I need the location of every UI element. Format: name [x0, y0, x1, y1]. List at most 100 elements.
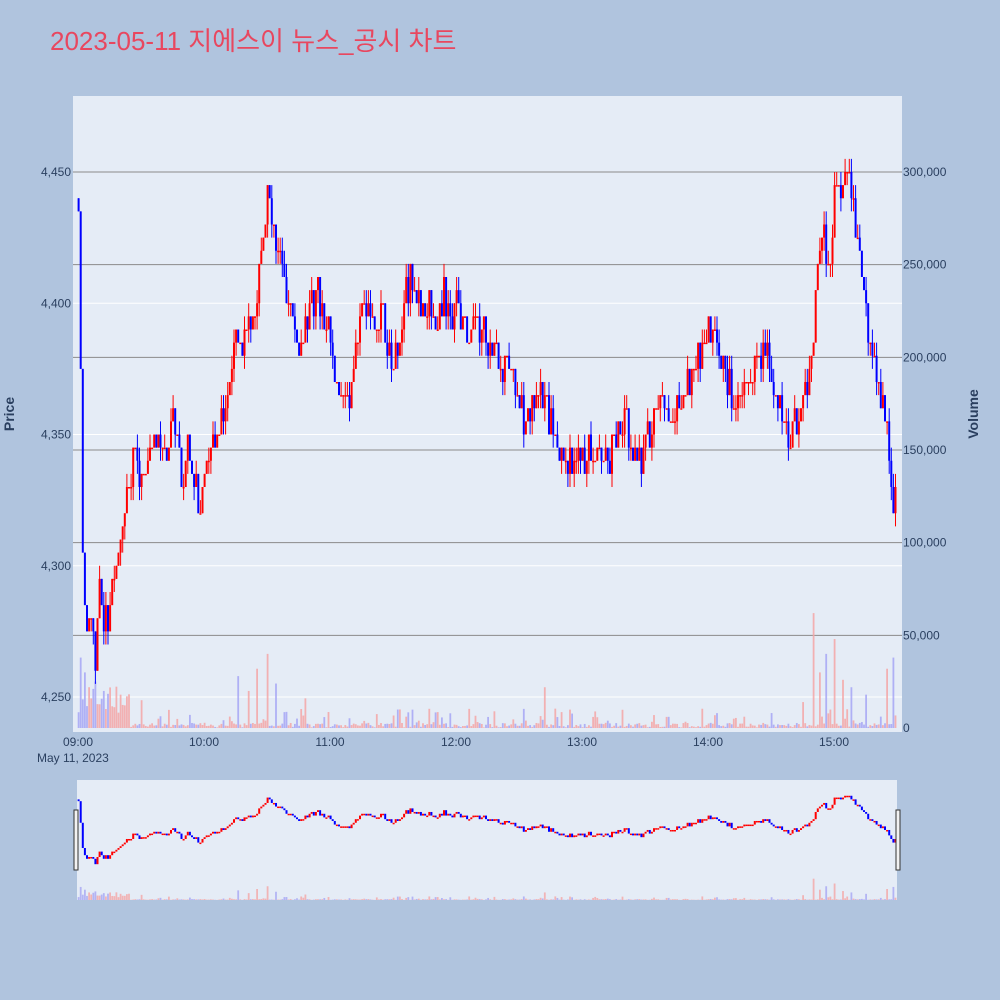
mini-candle [172, 828, 175, 830]
mini-candle [396, 819, 399, 821]
candle-body [865, 290, 868, 304]
mini-candle [524, 829, 527, 832]
volume-bar [825, 653, 828, 728]
candle-body [852, 198, 855, 200]
candle-body [713, 329, 716, 331]
candle-body [199, 513, 202, 515]
volume-bar [186, 725, 189, 728]
candle-body [655, 408, 658, 410]
candle-body [459, 303, 462, 330]
mini-volume-bar [401, 899, 403, 900]
candle-body [510, 368, 513, 371]
mini-candle [827, 808, 830, 810]
mini-candle [94, 858, 97, 865]
candle-body [720, 355, 723, 369]
volume-bar [865, 694, 867, 728]
volume-bar [256, 668, 258, 728]
candle-body [884, 395, 886, 422]
mini-candle [132, 833, 135, 839]
mini-candle [182, 838, 185, 841]
mini-candle [818, 806, 821, 809]
volume-bar [791, 727, 794, 728]
mini-candle [783, 829, 786, 832]
candle-body [789, 447, 792, 450]
volume-bar [760, 724, 762, 728]
mini-volume-bar [758, 899, 760, 900]
mini-candle [230, 822, 233, 825]
price-tick-label: 4,250 [41, 690, 71, 704]
mini-volume-bar [560, 897, 563, 900]
range-slider-right-handle[interactable] [895, 809, 901, 871]
candle-body [430, 290, 433, 317]
mini-candle [665, 828, 668, 830]
volume-bar [655, 724, 657, 728]
candle-body [178, 434, 181, 448]
volume-tick-label: 100,000 [903, 536, 947, 550]
volume-bar [319, 724, 321, 728]
mini-volume-bar [550, 899, 552, 900]
mini-candle [758, 820, 760, 823]
mini-volume-bar [485, 899, 487, 900]
candle-body [646, 421, 649, 435]
mini-volume-bar [812, 878, 815, 900]
volume-bar [661, 726, 664, 728]
candle-body [298, 342, 301, 356]
volume-bar [350, 725, 353, 728]
candle-body [134, 447, 137, 450]
volume-bar [638, 723, 641, 728]
mini-volume-bar [77, 897, 80, 900]
volume-bar [380, 723, 382, 728]
mini-volume-bar [579, 899, 582, 900]
mini-volume-bar [825, 886, 828, 900]
mini-candle [432, 815, 435, 818]
volume-bar [749, 723, 752, 728]
volume-bar [600, 723, 603, 728]
candle-body [753, 355, 756, 382]
price-tick-label: 4,450 [41, 165, 71, 179]
candle-body [111, 578, 114, 606]
mini-volume-bar [189, 897, 191, 900]
mini-volume-bar [430, 899, 433, 900]
volume-bar [310, 727, 313, 728]
main-plot-area[interactable] [73, 96, 902, 732]
mini-volume-bar [636, 899, 639, 900]
candle-body [495, 342, 498, 345]
volume-bar [770, 713, 773, 728]
range-slider-left-handle[interactable] [73, 809, 79, 871]
candle-body [237, 329, 240, 343]
candle-body [369, 303, 372, 317]
mini-candle [566, 835, 569, 838]
mini-candle [535, 826, 538, 829]
mini-candle [638, 833, 641, 836]
mini-candle [533, 826, 536, 829]
volume-bar [111, 706, 114, 728]
volume-bar [573, 726, 576, 728]
volume-bar [688, 727, 691, 728]
mini-candle [802, 826, 805, 829]
range-slider[interactable] [77, 780, 897, 900]
candle-body [356, 342, 359, 345]
volume-bar [203, 722, 206, 728]
mini-volume-bar [833, 883, 836, 900]
mini-volume-bar [228, 897, 231, 900]
candle-body [447, 303, 450, 317]
mini-candle [480, 817, 483, 820]
candle-body [365, 303, 368, 317]
volume-bar [781, 724, 783, 728]
mini-candle [449, 813, 452, 816]
volume-bar [814, 726, 817, 728]
candle-body [527, 408, 529, 422]
volume-bar [747, 726, 750, 728]
volume-bar [363, 720, 366, 728]
volume-bar [378, 724, 380, 728]
volume-bar [231, 721, 233, 728]
mini-candle [88, 856, 91, 859]
candle-body [417, 290, 420, 304]
candle-body [174, 408, 177, 435]
mini-candle [222, 828, 225, 830]
candle-body [352, 368, 355, 382]
candle-body [642, 447, 645, 474]
mini-volume-bar [449, 897, 452, 900]
volume-bar [441, 717, 443, 728]
mini-volume-bar [770, 897, 773, 900]
